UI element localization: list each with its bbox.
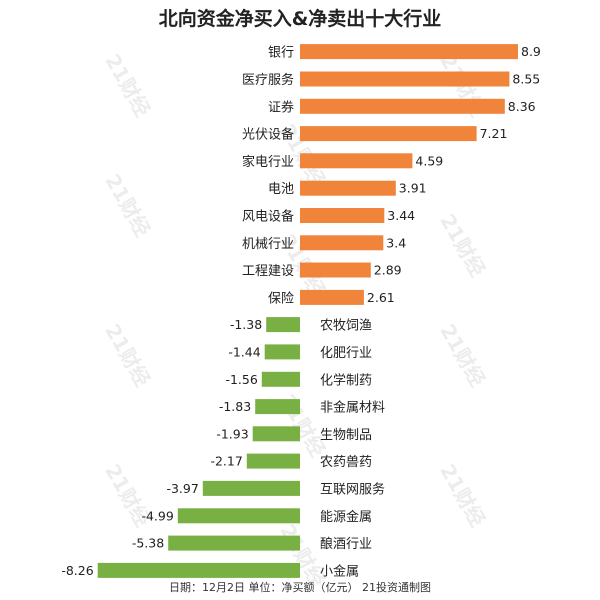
category-label-1: 医疗服务 (242, 72, 294, 88)
value-label-1: 8.55 (512, 72, 540, 87)
bar-12 (261, 371, 300, 387)
category-label-3: 光伏设备 (242, 127, 294, 143)
category-label-15: 农药兽药 (320, 455, 372, 470)
value-label-12: -1.56 (225, 372, 257, 387)
category-label-16: 互联网服务 (320, 481, 385, 497)
bar-19 (97, 562, 300, 578)
value-label-0: 8.9 (521, 44, 541, 59)
chart-title: 北向资金净买入&净卖出十大行业 (158, 8, 442, 30)
value-label-3: 7.21 (480, 126, 508, 141)
category-label-7: 机械行业 (242, 237, 294, 252)
bar-2 (300, 98, 505, 114)
bar-6 (300, 208, 385, 223)
category-label-2: 证券 (268, 99, 294, 115)
category-label-10: 农牧饲渔 (320, 319, 372, 334)
value-label-9: 2.61 (367, 290, 395, 305)
category-label-5: 电池 (268, 182, 294, 197)
value-label-15: -2.17 (210, 454, 242, 469)
value-label-18: -5.38 (132, 536, 164, 551)
value-label-14: -1.93 (216, 426, 248, 441)
value-label-8: 2.89 (374, 263, 402, 278)
value-label-5: 3.91 (399, 181, 427, 196)
value-label-16: -3.97 (166, 481, 198, 496)
bar-0 (300, 44, 518, 60)
category-label-14: 生物制品 (320, 428, 372, 443)
category-label-18: 酿酒行业 (320, 536, 372, 552)
category-label-11: 化肥行业 (320, 346, 372, 361)
value-label-11: -1.44 (228, 344, 260, 359)
bar-10 (266, 317, 300, 333)
bar-1 (300, 71, 510, 87)
chart-footer: 日期：12月2日 单位：净买额（亿元） 21投资通制图 (169, 581, 431, 594)
value-label-10: -1.38 (230, 317, 262, 332)
bar-9 (300, 289, 364, 305)
category-label-9: 保险 (268, 291, 294, 306)
value-label-19: -8.26 (61, 563, 93, 578)
value-label-2: 8.36 (508, 99, 536, 114)
category-label-13: 非金属材料 (320, 400, 385, 416)
bar-4 (300, 153, 413, 169)
bar-16 (202, 480, 300, 496)
value-label-4: 4.59 (415, 153, 443, 168)
value-label-17: -4.99 (141, 508, 173, 523)
value-label-7: 3.4 (386, 235, 406, 250)
bar-17 (177, 508, 300, 524)
bar-5 (300, 180, 396, 196)
bar-11 (264, 344, 300, 360)
bar-18 (168, 535, 300, 551)
bar-8 (300, 262, 371, 278)
bar-13 (255, 399, 300, 415)
category-label-19: 小金属 (320, 563, 359, 579)
bar-14 (252, 426, 300, 442)
value-label-13: -1.83 (219, 399, 251, 414)
category-label-8: 工程建设 (242, 264, 294, 279)
bar-7 (300, 235, 384, 251)
value-label-6: 3.44 (387, 208, 415, 223)
category-label-4: 家电行业 (242, 154, 294, 170)
bar-3 (300, 126, 477, 142)
category-label-12: 化学制药 (320, 372, 372, 388)
category-label-0: 银行 (268, 46, 294, 61)
bar-15 (246, 453, 300, 469)
category-label-17: 能源金属 (320, 509, 372, 525)
category-label-6: 风电设备 (242, 209, 294, 225)
